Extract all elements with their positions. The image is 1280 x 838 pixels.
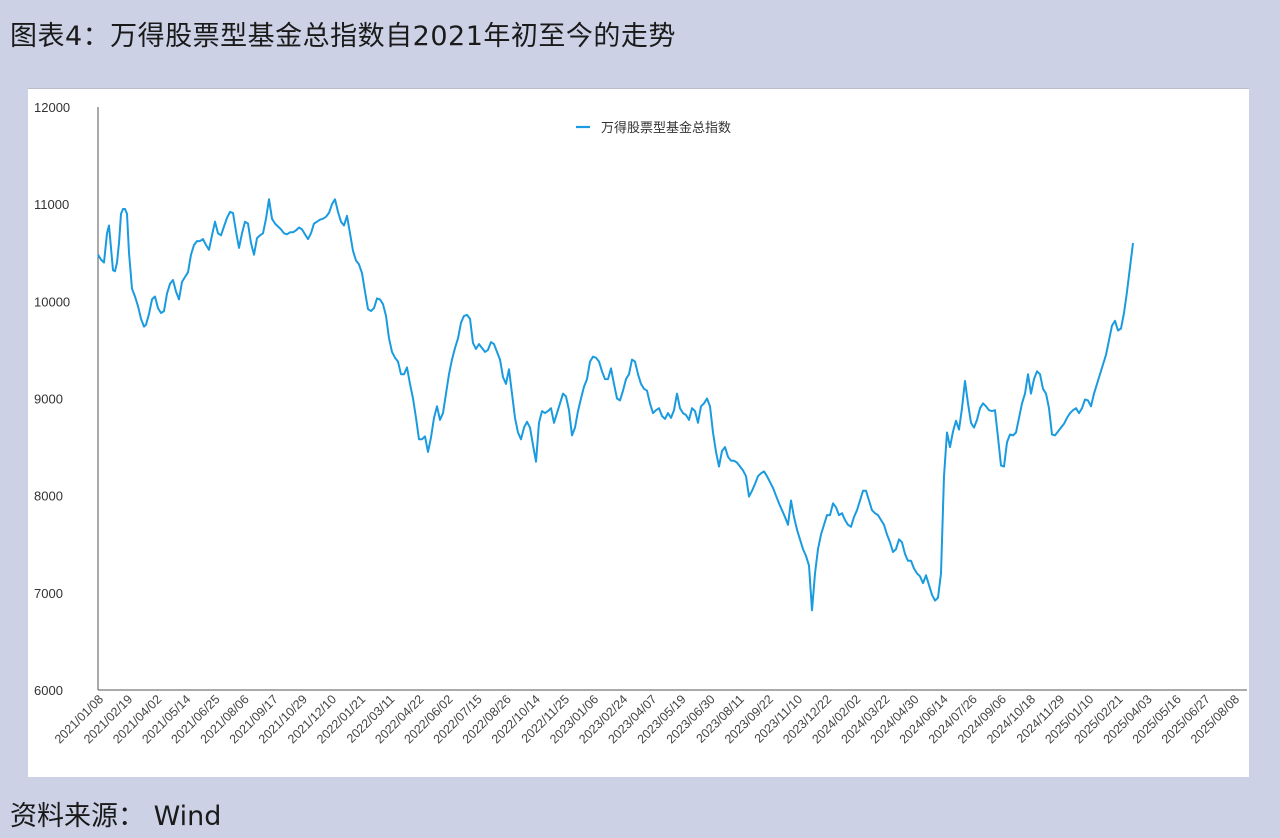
y-axis: 6000 7000 8000 9000 10000 11000 12000 (34, 100, 99, 698)
x-axis: 2021/01/082021/02/192021/04/022021/05/14… (52, 689, 1247, 746)
y-tick-label: 10000 (34, 294, 70, 309)
legend: 万得股票型基金总指数 (576, 120, 731, 136)
y-tick-label: 7000 (34, 586, 63, 601)
y-tick-label: 12000 (34, 100, 70, 115)
y-tick-label: 6000 (34, 683, 63, 698)
source-note: 资料来源： Wind (10, 801, 222, 832)
y-tick-label: 8000 (34, 489, 63, 504)
legend-label: 万得股票型基金总指数 (601, 120, 731, 136)
series-line (97, 198, 1134, 612)
y-tick-label: 11000 (34, 197, 69, 212)
figure-title: 图表4：万得股票型基金总指数自2021年初至今的走势 (10, 21, 676, 52)
y-tick-label: 9000 (34, 392, 63, 407)
chart-panel (28, 88, 1249, 777)
